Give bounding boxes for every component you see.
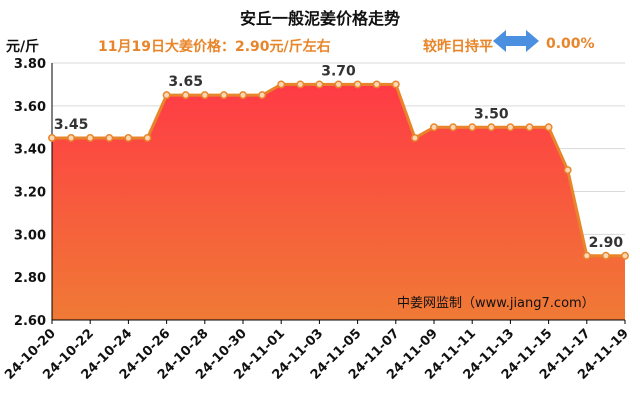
data-point — [506, 123, 515, 132]
data-point — [353, 80, 362, 89]
data-point — [239, 91, 247, 100]
series-area-fill — [52, 84, 625, 321]
y-tick-label: 3.20 — [14, 186, 46, 201]
data-label: 2.90 — [589, 235, 624, 251]
data-point — [48, 134, 56, 142]
y-tick-label: 2.80 — [14, 271, 46, 286]
data-point — [621, 251, 629, 260]
data-point — [86, 134, 95, 142]
data-label: 3.45 — [54, 117, 89, 133]
data-point — [124, 134, 133, 142]
data-point — [296, 80, 305, 89]
data-point — [315, 80, 324, 89]
chart-title: 安丘一般泥姜价格走势 — [239, 9, 400, 28]
data-point — [563, 166, 572, 175]
data-point — [601, 251, 610, 260]
data-point — [105, 134, 114, 142]
data-point — [219, 91, 228, 100]
double-arrow-icon — [493, 30, 539, 52]
data-point — [468, 123, 477, 132]
unit-label: 元/斤 — [6, 39, 40, 55]
data-point — [277, 80, 286, 89]
data-point — [391, 80, 400, 89]
data-label: 3.65 — [168, 74, 203, 90]
data-point — [544, 123, 553, 132]
y-tick-label: 2.60 — [14, 314, 46, 329]
data-point — [487, 123, 496, 132]
data-point — [582, 251, 591, 260]
y-tick-label: 3.00 — [14, 228, 46, 243]
data-point — [181, 91, 190, 100]
y-tick-label: 3.40 — [14, 143, 46, 158]
data-point — [200, 91, 209, 100]
data-point — [372, 80, 381, 89]
data-point — [67, 134, 76, 142]
data-point — [410, 134, 419, 142]
data-point — [449, 123, 458, 132]
data-point — [430, 123, 438, 132]
change-value: 0.00% — [546, 36, 595, 52]
data-point — [162, 91, 171, 100]
data-point — [258, 91, 267, 100]
y-tick-label: 3.60 — [14, 100, 46, 115]
price-headline: 11月19日大姜价格：2.90元/斤左右 — [98, 39, 331, 55]
y-tick-label: 3.80 — [14, 57, 46, 72]
source-watermark: 中姜网监制（www.jiang7.com） — [397, 296, 595, 311]
data-point — [143, 134, 152, 142]
data-point — [334, 80, 343, 89]
data-point — [525, 123, 534, 132]
data-label: 3.70 — [321, 63, 356, 79]
data-label: 3.50 — [474, 106, 509, 122]
compare-label: 较昨日持平 — [423, 39, 493, 55]
